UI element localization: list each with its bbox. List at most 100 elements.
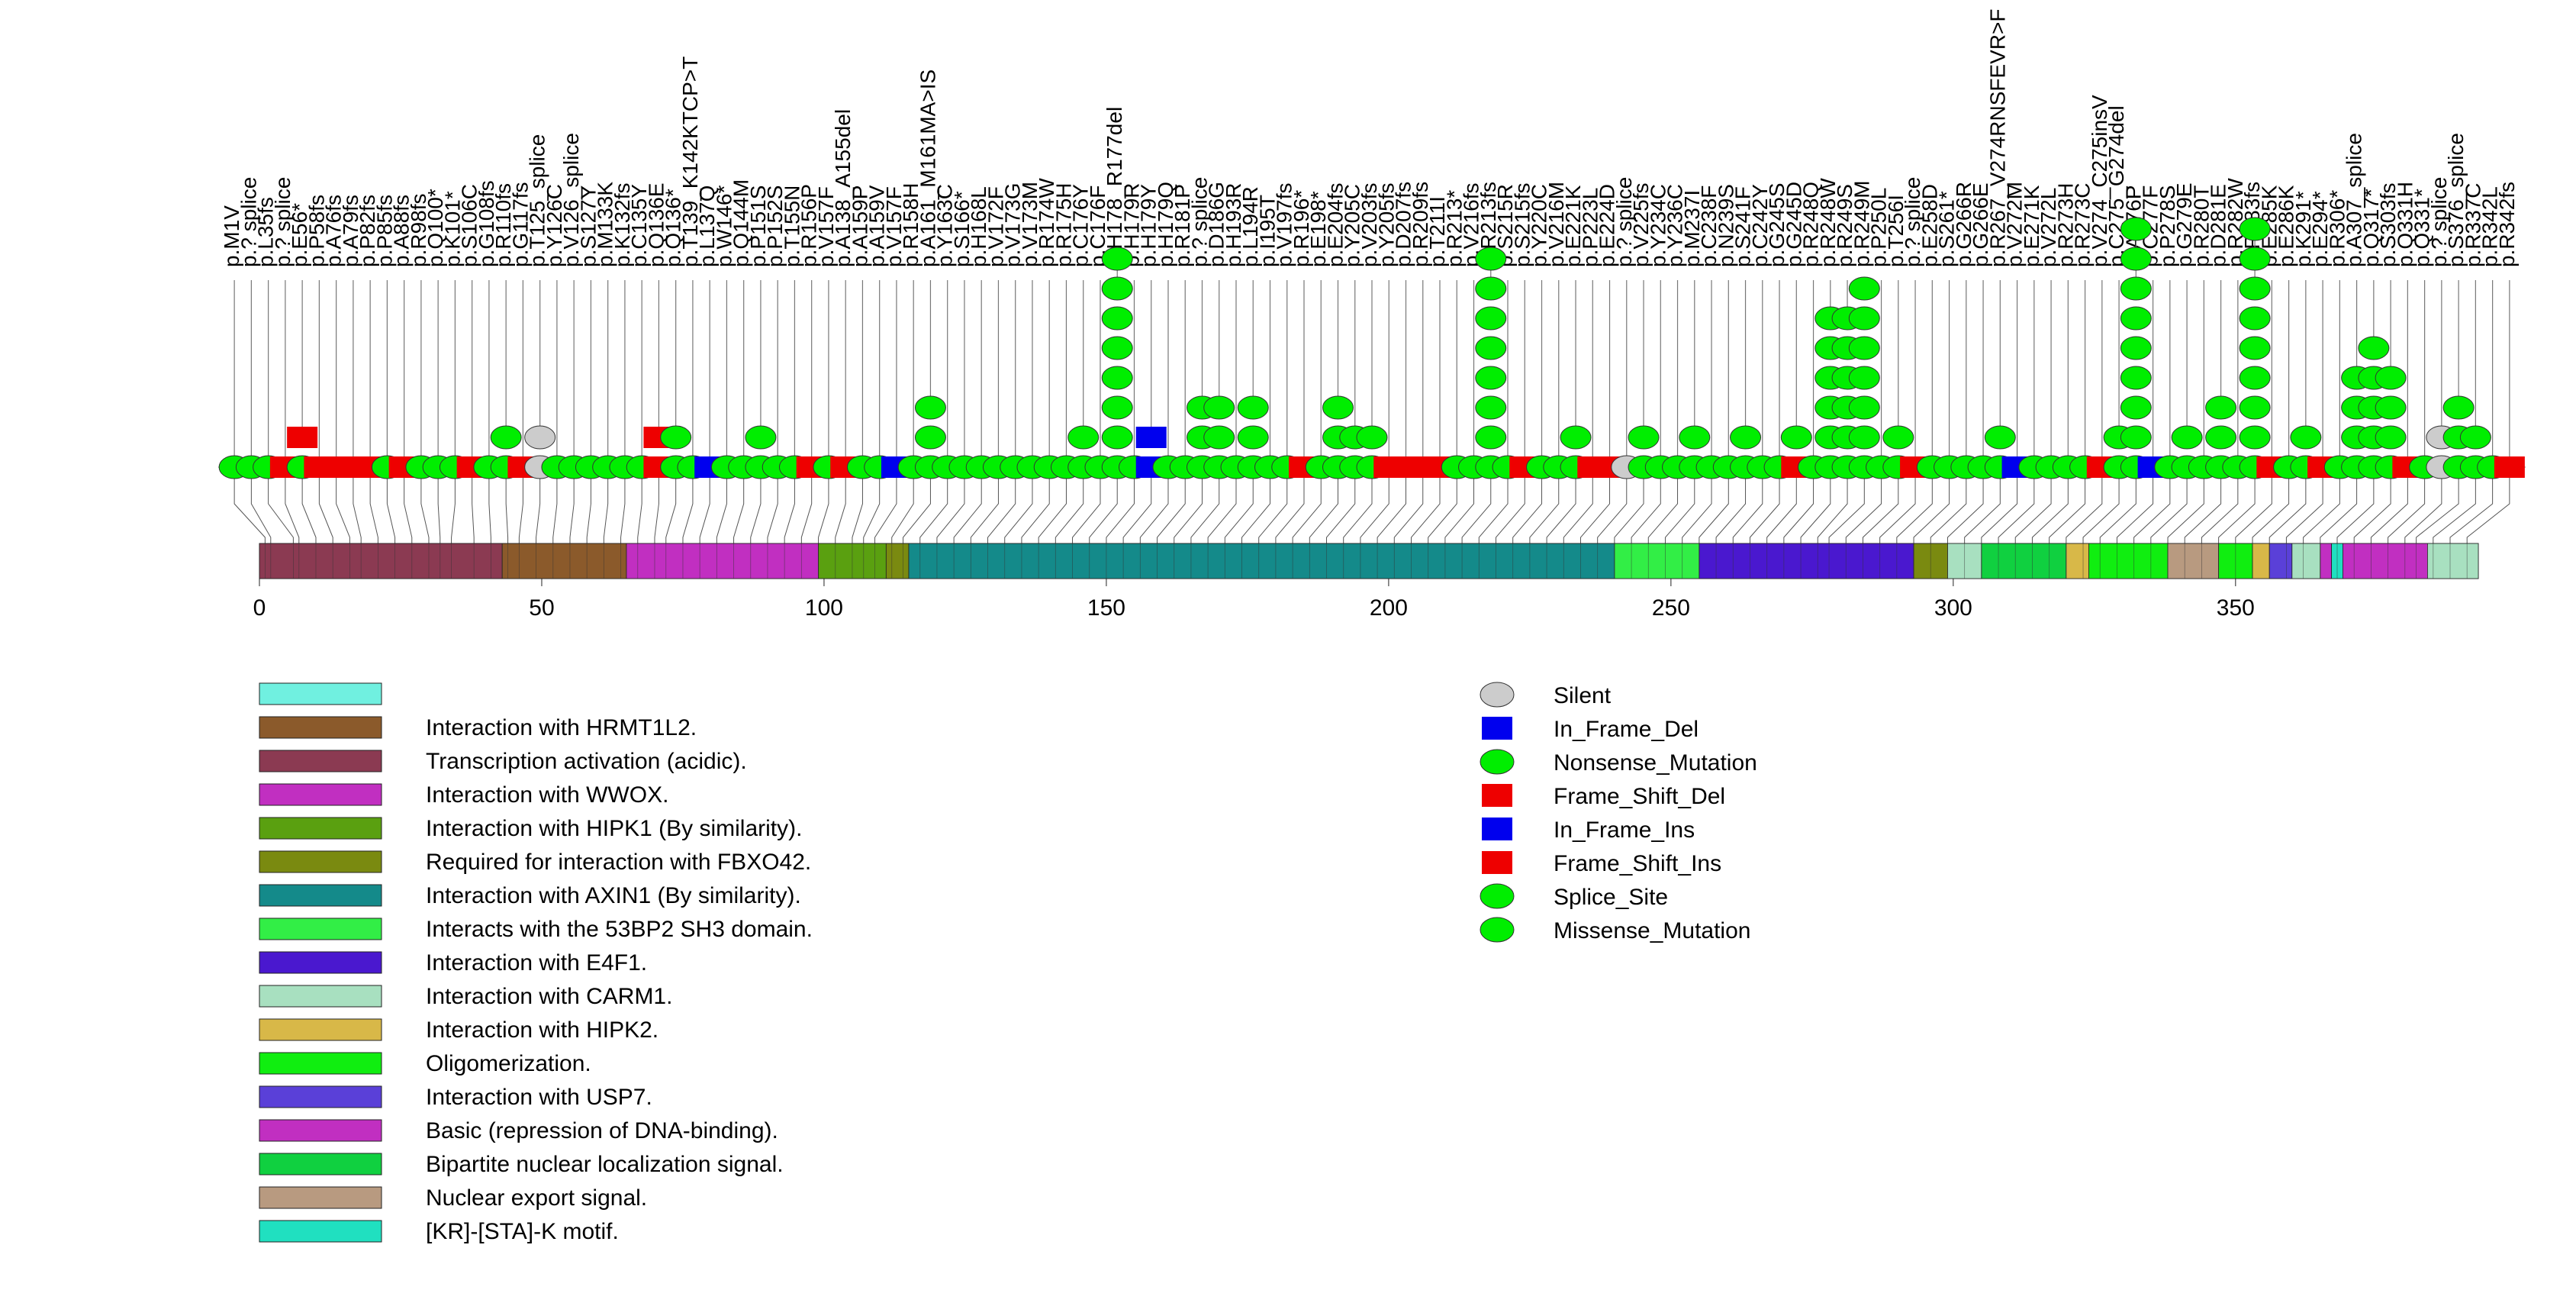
mutation-label: p.R249S (1833, 184, 1856, 267)
mutation-legend-label: Nonsense_Mutation (1554, 750, 1757, 776)
mutation-label: p.A161_M161MA>IS (916, 69, 939, 267)
mutation-connector (586, 467, 591, 543)
mutation-connector (835, 467, 846, 543)
mutation-marker (1475, 395, 1507, 420)
mutation-marker (2120, 395, 2152, 420)
mutation-label: p.V173G (1001, 182, 1025, 267)
mutation-connector (800, 467, 813, 543)
mutation-marker (2120, 306, 2152, 331)
mutation-label: p.E221K (1561, 185, 1585, 267)
mutation-label: p.S241F (1731, 186, 1755, 267)
mutation-type-legend: Silent In_Frame_Del Nonsense_Mutation Frame… (1480, 682, 1757, 943)
domain-legend-swatch (259, 716, 382, 739)
mutation-label: p.V216M (1544, 182, 1568, 267)
protein-domain (885, 543, 910, 579)
mutation-connector (2150, 467, 2188, 543)
mutation-connector (1038, 467, 1067, 543)
domain-legend-swatch (259, 750, 382, 772)
mutation-legend-label: Silent (1554, 683, 1612, 708)
mutation-label: p.N239S (1714, 184, 1737, 267)
domain-legend-label: Interaction with HRMT1L2. (426, 715, 697, 740)
mutation-label: p.G245D (1782, 182, 1805, 267)
mutation-label: p.Q144M (729, 179, 753, 267)
mutation-label: p.S376_splice (2444, 133, 2468, 267)
mutation-label: p.R337C (2461, 182, 2484, 267)
mutation-label: p.Y163C (933, 184, 957, 267)
mutation-marker (2239, 395, 2271, 420)
mutation-connector (2049, 467, 2086, 543)
mutation-label: p.R248W (1816, 178, 1840, 267)
mutation-label: p.R196* (1290, 190, 1313, 267)
mutation-connector (1783, 467, 1814, 543)
mutation-connector (919, 467, 948, 543)
mutation-connector (285, 467, 300, 543)
mutation-label: p.G117fs (508, 182, 532, 267)
mutation-label: p.G266R (1952, 182, 1975, 267)
mutation-label: p.R174W (1035, 178, 1058, 267)
mutation-connector (1478, 467, 1509, 543)
domain-legend-label: Basic (repression of DNA-binding). (426, 1118, 778, 1143)
mutation-label: p.S106C (458, 184, 481, 267)
mutation-label: p.V272L (2037, 188, 2060, 267)
mutation-label: p.L35fs (254, 197, 278, 267)
mutation-marker (660, 425, 692, 450)
mutation-label: p.R156P (797, 184, 821, 267)
mutation-marker (490, 425, 522, 450)
mutation-connector (767, 467, 778, 543)
mutation-connector (1828, 467, 1865, 543)
mutation-label: p.P85fs (372, 195, 396, 267)
mutation-label: p.G279E (2172, 182, 2196, 267)
mutation-connector (682, 467, 694, 543)
domain-legend-swatch (259, 682, 382, 705)
mutation-connector (1749, 467, 1780, 543)
protein-domain (501, 543, 627, 579)
mutation-label: p.A76fs (322, 195, 346, 267)
mutation-marker (1101, 247, 1133, 271)
mutation-marker (1356, 425, 1388, 450)
mutation-connector (1647, 467, 1679, 543)
mutation-connector (353, 467, 362, 543)
mutation-connector (1529, 467, 1560, 543)
mutation-connector (1122, 467, 1152, 543)
mutation-label: p.T125_splice (526, 134, 549, 267)
mutation-marker (914, 395, 946, 420)
domain-legend-swatch (259, 985, 382, 1008)
mutation-label: p.R280T (2189, 185, 2213, 267)
mutation-connector (1055, 467, 1084, 543)
x-tick-label: 300 (1934, 595, 1972, 621)
mutation-connector (569, 467, 575, 543)
mutation-marker (2120, 217, 2152, 241)
mutation-label: p.A88fs (390, 195, 414, 267)
mutation-connector (1106, 467, 1135, 543)
domain-legend-swatch (259, 951, 382, 974)
protein-domain (2167, 543, 2220, 579)
mutation-connector (1174, 467, 1203, 543)
mutation-connector (1139, 467, 1169, 543)
mutation-label: p.V197fs (1273, 182, 1296, 267)
mutation-connector (1393, 467, 1424, 543)
mutation-label: p.V157F (882, 186, 906, 267)
domain-legend-label: Interaction with AXIN1 (By similarity). (426, 883, 801, 908)
mutation-marker (745, 425, 777, 450)
domain-legend-swatch (259, 1153, 382, 1176)
protein-domain-bar (259, 543, 2479, 579)
mutation-marker (1203, 425, 1235, 450)
mutation-connector (1664, 467, 1695, 543)
mutation-label: p.S261* (1935, 191, 1959, 267)
mutation-label: p.? splice (1901, 177, 1924, 267)
domain-legend-label: Nuclear export signal. (426, 1185, 647, 1211)
mutation-connector (1614, 467, 1644, 543)
mutation-marker (1848, 395, 1880, 420)
domain-legend-label: Interaction with CARM1. (426, 984, 672, 1009)
mutation-marker (1475, 276, 1507, 301)
mutation-marker (2239, 306, 2271, 331)
domain-legend-swatch (259, 884, 382, 907)
mutation-connector (1157, 467, 1186, 543)
mutation-marker (2375, 366, 2407, 390)
mutation-connector (1896, 467, 1933, 543)
mutation-connector (733, 467, 745, 543)
mutation-label: p.E198* (1306, 191, 1330, 267)
mutation-marker (2239, 425, 2271, 450)
mutation-connector (2133, 467, 2171, 543)
mutation-label: p.R110fs (491, 183, 515, 267)
